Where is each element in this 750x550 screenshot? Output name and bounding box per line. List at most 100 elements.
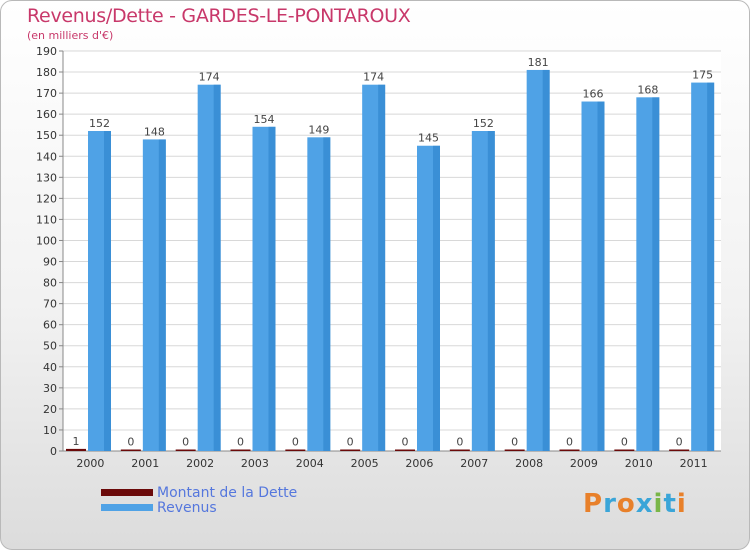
y-tick-label: 40 — [43, 361, 57, 374]
y-tick-label: 160 — [36, 108, 57, 121]
logo-letter: i — [653, 489, 664, 519]
revenue-bar-shade — [158, 139, 166, 451]
x-tick-label: 2008 — [515, 457, 543, 470]
debt-bar — [120, 449, 141, 451]
debt-value-label: 0 — [237, 436, 244, 449]
x-tick-label: 2004 — [296, 457, 324, 470]
revenue-value-label: 166 — [583, 88, 604, 101]
y-tick-label: 30 — [43, 382, 57, 395]
debt-value-label: 0 — [347, 436, 354, 449]
debt-bar — [449, 449, 470, 451]
logo-letter: t — [663, 489, 677, 519]
debt-value-label: 0 — [621, 436, 628, 449]
logo-letter: i — [676, 489, 687, 519]
y-tick-label: 50 — [43, 340, 57, 353]
legend: Montant de la Dette Revenus — [101, 484, 298, 516]
revenue-bar-shade — [707, 82, 715, 451]
debt-value-label: 0 — [456, 436, 463, 449]
revenue-bar-shade — [378, 84, 386, 452]
y-tick-label: 20 — [43, 403, 57, 416]
debt-bar — [395, 449, 415, 451]
y-tick-label: 80 — [43, 277, 57, 290]
debt-bar — [285, 449, 306, 451]
x-tick-label: 2005 — [351, 457, 379, 470]
logo-letter: r — [603, 489, 617, 519]
y-tick-label: 10 — [43, 424, 57, 437]
revenue-value-label: 149 — [308, 123, 329, 136]
x-tick-label: 2006 — [405, 457, 433, 470]
debt-bar — [504, 449, 525, 451]
y-tick-label: 150 — [36, 129, 57, 142]
x-tick-label: 2010 — [625, 457, 653, 470]
revenue-value-label: 152 — [89, 117, 110, 130]
revenue-bar-shade — [268, 126, 276, 451]
revenue-value-label: 154 — [254, 113, 275, 126]
y-tick-label: 100 — [36, 234, 57, 247]
debt-bar — [66, 448, 86, 451]
debt-bar — [230, 449, 251, 451]
revenue-bar-shade — [597, 101, 605, 452]
x-tick-label: 2007 — [460, 457, 488, 470]
debt-value-label: 0 — [566, 436, 573, 449]
x-tick-label: 2002 — [186, 457, 214, 470]
revenue-bar-shade — [213, 84, 221, 452]
y-tick-label: 0 — [50, 445, 57, 458]
x-tick-label: 2011 — [680, 457, 708, 470]
logo-letter: x — [635, 489, 654, 519]
revenue-value-label: 174 — [199, 71, 220, 84]
revenue-value-label: 174 — [363, 71, 384, 84]
revenue-value-label: 181 — [528, 56, 549, 69]
debt-value-label: 0 — [511, 436, 518, 449]
revenue-bar-shade — [104, 131, 111, 451]
y-tick-label: 190 — [36, 45, 57, 58]
y-tick-label: 180 — [36, 66, 57, 79]
revenue-value-label: 152 — [473, 117, 494, 130]
debt-value-label: 1 — [73, 435, 80, 448]
debt-value-label: 0 — [402, 436, 409, 449]
debt-bar — [340, 449, 361, 451]
x-tick-label: 2000 — [76, 457, 104, 470]
y-tick-label: 60 — [43, 319, 57, 332]
logo-letter: o — [616, 489, 636, 519]
y-tick-label: 140 — [36, 150, 57, 163]
debt-bar — [614, 449, 635, 451]
logo-letter: P — [583, 489, 604, 519]
y-tick-label: 170 — [36, 87, 57, 100]
y-tick-label: 90 — [43, 256, 57, 269]
legend-item-revenue: Revenus — [101, 499, 297, 516]
debt-value-label: 0 — [127, 436, 134, 449]
revenue-value-label: 168 — [637, 83, 658, 96]
legend-label-debt: Montant de la Dette — [157, 484, 298, 501]
debt-value-label: 0 — [292, 436, 299, 449]
revenue-bar-shade — [487, 131, 495, 451]
chart-subtitle: (en milliers d'€) — [27, 29, 114, 42]
y-tick-label: 130 — [36, 171, 57, 184]
y-tick-label: 110 — [36, 213, 57, 226]
x-tick-label: 2003 — [241, 457, 269, 470]
legend-label-revenue: Revenus — [157, 499, 217, 516]
revenue-bar-shade — [433, 145, 440, 451]
proxiti-logo: Proxiti — [583, 489, 687, 519]
revenue-value-label: 175 — [692, 69, 713, 82]
revenue-bar-shade — [652, 97, 660, 451]
debt-value-label: 0 — [182, 436, 189, 449]
y-tick-label: 70 — [43, 298, 57, 311]
x-tick-label: 2001 — [131, 457, 159, 470]
revenue-bar-shade — [323, 137, 331, 451]
legend-item-debt: Montant de la Dette — [101, 484, 298, 501]
plot-area — [63, 51, 721, 451]
debt-bar — [559, 449, 580, 451]
debt-bar — [669, 449, 690, 451]
chart-title: Revenus/Dette - GARDES-LE-PONTAROUX — [27, 5, 411, 27]
x-tick-label: 2009 — [570, 457, 598, 470]
legend-swatch-revenue — [101, 504, 153, 511]
revenue-value-label: 145 — [418, 132, 439, 145]
debt-value-label: 0 — [676, 436, 683, 449]
revenue-value-label: 148 — [144, 125, 165, 138]
y-tick-label: 120 — [36, 192, 57, 205]
revenue-bar-shade — [542, 69, 550, 452]
legend-swatch-debt — [101, 489, 153, 496]
debt-bar — [175, 449, 196, 451]
